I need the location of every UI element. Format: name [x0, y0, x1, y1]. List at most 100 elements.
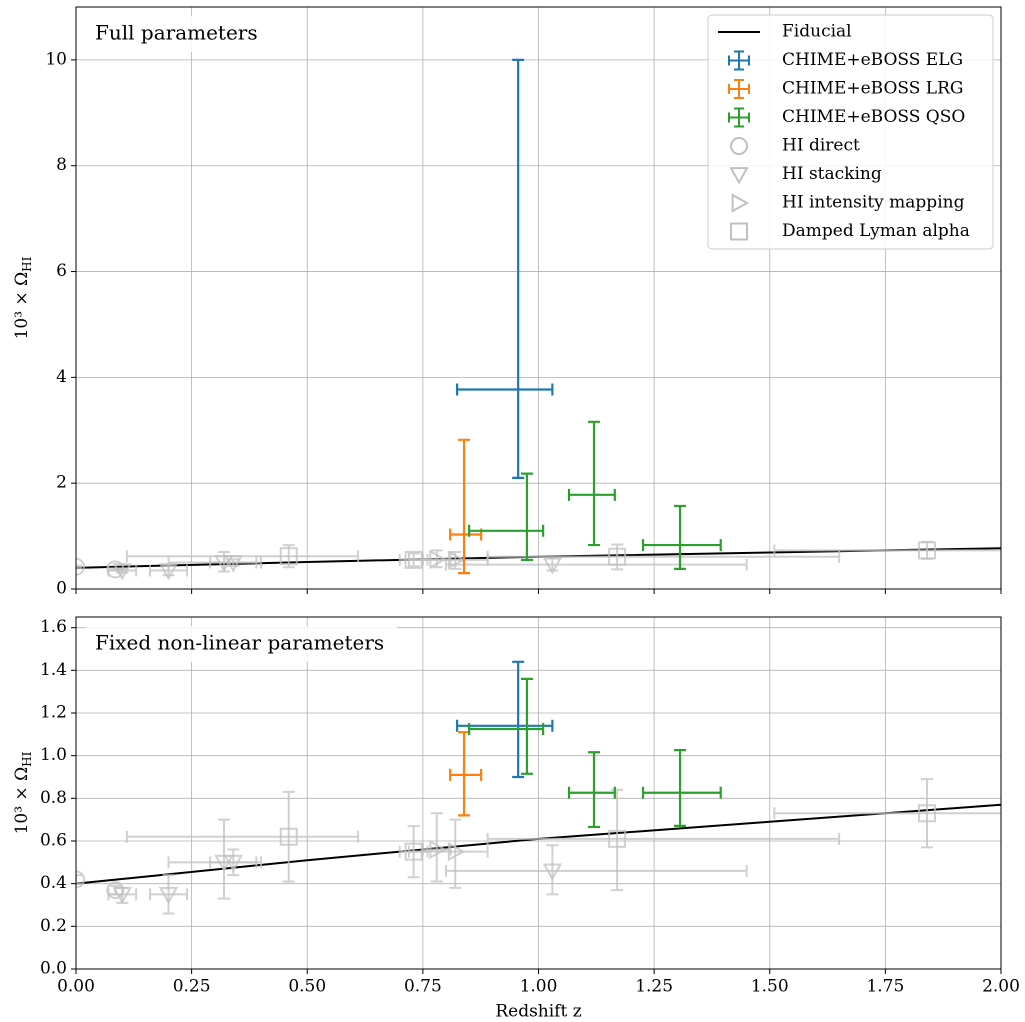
legend-handle — [728, 107, 750, 128]
x-error-bar — [449, 768, 483, 781]
observation-marker — [447, 550, 466, 570]
x-error-bar — [641, 786, 722, 799]
x-error-bar — [456, 383, 554, 396]
x-error-bar — [445, 864, 748, 877]
y-label-main: 10³ × Ω — [12, 767, 32, 835]
y-tick-label: 2 — [56, 473, 67, 493]
x-error-bar — [486, 550, 841, 563]
y-tick-label: 1.6 — [40, 617, 67, 637]
y-error-bar — [430, 812, 443, 883]
y-error-bar — [520, 677, 533, 775]
y-tick-label: 4 — [56, 367, 67, 387]
y-tick-label: 1.2 — [40, 703, 67, 723]
x-tick-label: 2.00 — [982, 977, 1020, 997]
y-error-bar — [588, 420, 600, 547]
x-error-bar — [149, 888, 188, 901]
x-error-bar — [445, 558, 748, 571]
y-tick-label: 0.2 — [40, 916, 67, 936]
x-error-bar — [641, 539, 722, 552]
legend-handle — [729, 167, 749, 185]
legend-handle — [731, 193, 750, 213]
legend-label: Damped Lyman alpha — [782, 221, 970, 241]
x-error-bar — [456, 719, 554, 732]
observation-marker — [918, 541, 936, 560]
y-tick-label: 8 — [56, 155, 67, 175]
panel-title: Full parameters — [95, 21, 258, 45]
y-error-bar — [674, 504, 687, 570]
x-error-bar — [209, 556, 258, 569]
x-tick-label: 0.75 — [404, 977, 442, 997]
x-error-bar — [107, 888, 138, 901]
observation-marker — [542, 863, 563, 881]
y-error-bar — [76, 564, 82, 569]
x-tick-label: 1.50 — [751, 977, 789, 997]
y-error-bar — [588, 751, 600, 829]
legend-handle — [728, 79, 750, 99]
x-tick-label: 0.25 — [173, 977, 211, 997]
legend-label: CHIME+eBOSS LRG — [782, 79, 963, 99]
x-error-bar — [773, 544, 1001, 557]
x-tick-label: 1.25 — [635, 977, 673, 997]
observation-marker — [223, 854, 243, 873]
x-tick-label: 1.75 — [866, 977, 904, 997]
observation-marker — [112, 886, 132, 905]
y-error-bar — [520, 472, 533, 561]
y-label-sub: HI — [20, 256, 34, 271]
legend-label: Fiducial — [782, 22, 852, 42]
y-axis-label: 10³ × ΩHI — [12, 751, 34, 834]
y-tick-label: 0.6 — [40, 831, 67, 851]
observation-marker — [542, 557, 563, 575]
y-tick-label: 0.8 — [40, 788, 67, 808]
x-error-bar — [398, 845, 429, 858]
y-tick-label: 1.4 — [40, 660, 67, 680]
y-axis-label: 10³ × ΩHI — [12, 256, 34, 339]
panel-title: Fixed non-linear parameters — [95, 631, 384, 655]
x-error-bar — [125, 550, 360, 563]
x-error-bar — [486, 832, 841, 845]
x-tick-label: 1.00 — [520, 977, 558, 997]
y-error-bar — [449, 818, 462, 889]
observation-marker — [918, 804, 936, 823]
observation-marker — [608, 829, 627, 848]
legend-label: HI stacking — [782, 164, 882, 184]
observation-marker — [608, 547, 627, 566]
x-error-bar — [567, 488, 616, 501]
observation-marker — [279, 827, 298, 846]
x-error-bar — [468, 524, 545, 537]
observation-marker — [447, 841, 466, 862]
legend-box — [707, 14, 994, 250]
y-tick-label: 1.0 — [40, 745, 67, 765]
y-error-bar — [512, 58, 525, 479]
observation-marker — [112, 563, 132, 581]
observation-marker — [279, 547, 298, 566]
x-error-bar — [149, 564, 188, 577]
axes-frame — [75, 616, 1002, 970]
x-error-bar — [125, 830, 360, 843]
y-tick-label: 6 — [56, 261, 67, 281]
x-error-bar — [567, 786, 616, 799]
observation-marker — [429, 839, 447, 860]
y-tick-label: 0.4 — [40, 873, 67, 893]
observation-marker — [106, 881, 125, 900]
legend-handle — [730, 222, 748, 241]
title-box — [86, 626, 398, 662]
y-tick-label: 10 — [45, 49, 67, 69]
observation-marker — [404, 550, 423, 569]
y-error-bar — [512, 660, 525, 779]
y-label-sub: HI — [20, 751, 34, 766]
observation-marker — [76, 557, 85, 576]
y-tick-label: 0 — [56, 579, 67, 599]
x-error-bar — [773, 807, 1001, 820]
legend-label: CHIME+eBOSS ELG — [782, 50, 963, 70]
x-error-bar — [107, 564, 138, 577]
observation-marker — [76, 870, 85, 889]
x-tick-label: 0.00 — [57, 977, 95, 997]
observation-marker — [158, 886, 179, 905]
title-box — [86, 16, 271, 52]
y-error-bar — [546, 844, 559, 896]
legend-label: HI direct — [782, 136, 860, 156]
x-axis-label: Redshift z — [495, 1002, 581, 1022]
legend-label: CHIME+eBOSS QSO — [782, 107, 965, 127]
legend-handle — [730, 137, 748, 155]
